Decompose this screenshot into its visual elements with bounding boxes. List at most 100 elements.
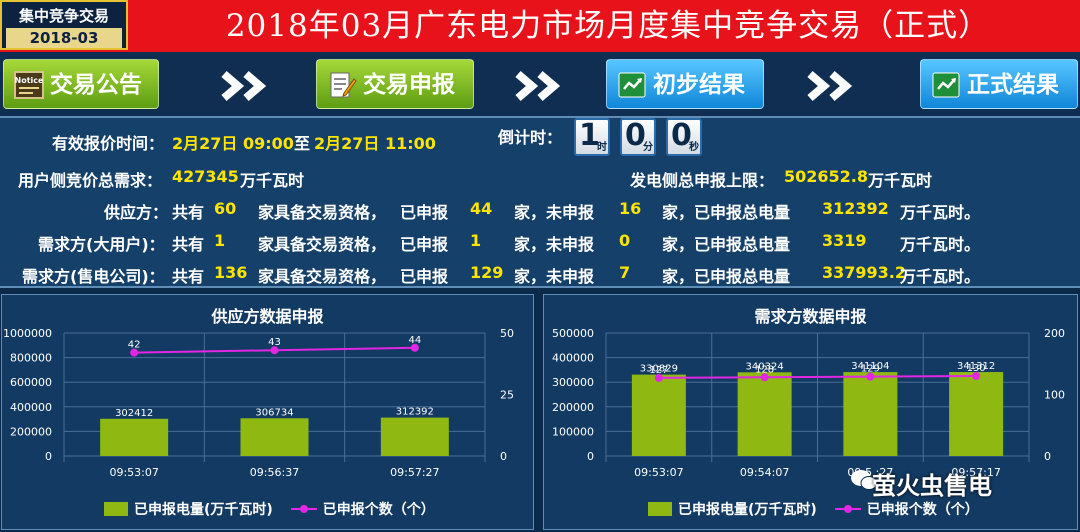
y-tick-label: 200000 <box>10 425 52 438</box>
y-tick-label: 500000 <box>552 327 594 340</box>
chevron-right-icon <box>807 70 853 102</box>
y-tick-label: 400000 <box>10 401 52 414</box>
legend-bar-label: 已申报电量(万千瓦时) <box>678 502 817 518</box>
x-tick-label: 09:57:17 <box>951 466 1000 479</box>
bar <box>949 372 1004 456</box>
line-point <box>410 343 419 352</box>
demand-chart-title: 需求方数据申报 <box>754 307 867 326</box>
excel-icon <box>618 72 646 98</box>
valid-time-label: 有效报价时间： <box>52 134 165 153</box>
svg-text:Notice: Notice <box>15 76 44 85</box>
row-sub-label: 已申报 <box>400 203 449 222</box>
line-value-label: 44 <box>408 335 421 346</box>
legend-line-swatch <box>834 505 861 513</box>
chevron-right-icon <box>515 70 561 102</box>
y-tick-label: 300000 <box>552 376 594 389</box>
header-bar: 集中竞争交易 2018-03 2018年03月广东电力市场月度集中竞争交易（正式… <box>0 0 1080 52</box>
line-value-label: 128 <box>755 364 774 375</box>
supplier-chart: 0 200000 400000 600000 800000 1000000 0 25 50 302… <box>3 327 514 479</box>
bar-value-label: 330829 <box>640 364 678 375</box>
y-tick-label: 800000 <box>10 352 52 365</box>
legend-bar-swatch <box>104 502 128 516</box>
row-amount: 3319 <box>822 231 867 250</box>
bar-value-label: 340324 <box>746 361 784 372</box>
row-not-submitted: 7 <box>619 263 631 282</box>
row-not-submitted: 0 <box>619 231 631 250</box>
row-submitted: 44 <box>470 199 493 218</box>
row-qual: 家具备交易资格， <box>258 203 387 222</box>
bar-value-label: 341312 <box>957 361 995 372</box>
row-total: 60 <box>214 199 237 218</box>
y-tick-label: 400000 <box>552 352 594 365</box>
badge-date: 2018-03 <box>6 28 122 48</box>
preliminary-result-button[interactable]: 初步结果 <box>606 59 764 109</box>
valid-time-end: 2月27日 11:00 <box>314 134 436 153</box>
bid-submit-label: 交易申报 <box>363 72 455 98</box>
chart-legend: 已申报电量(万千瓦时) 已申报个数（个） <box>104 499 435 519</box>
y2-tick-label: 0 <box>1044 450 1051 463</box>
line-value-label: 130 <box>967 363 986 374</box>
y2-tick-label: 200 <box>1044 327 1065 340</box>
bar-value-label: 341104 <box>851 361 889 372</box>
y-tick-label: 200000 <box>552 401 594 414</box>
final-result-label: 正式结果 <box>967 72 1059 98</box>
large-user-row-name: 需求方(大用户)： <box>38 235 165 254</box>
row-total: 136 <box>214 263 248 282</box>
announcement-button[interactable]: Notice 交易公告 <box>3 59 159 109</box>
page-title: 2018年03月广东电力市场月度集中竞争交易（正式） <box>225 8 991 44</box>
row-not-submitted: 16 <box>619 199 642 218</box>
line-point <box>866 372 875 381</box>
x-tick-label: 09:53:07 <box>634 466 683 479</box>
chart-legend: 已申报电量(万千瓦时) 已申报个数（个） <box>648 499 979 519</box>
line-point <box>972 372 981 381</box>
bar <box>843 372 898 456</box>
line-series <box>658 375 977 379</box>
y-tick-label: 600000 <box>10 376 52 389</box>
bar-value-label: 312392 <box>396 407 434 418</box>
row-total-label: 共有 <box>172 203 205 222</box>
announcement-label: 交易公告 <box>50 72 142 98</box>
row-submitted: 1 <box>470 231 482 250</box>
legend-line-label: 已申报个数（个） <box>866 502 979 518</box>
bid-submit-button[interactable]: 交易申报 <box>316 59 474 109</box>
x-tick-label: 09:54:07 <box>740 466 789 479</box>
y2-tick-label: 25 <box>500 389 514 402</box>
legend-bar-label: 已申报电量(万千瓦时) <box>134 502 273 518</box>
row-total-label: 共有 <box>172 235 205 254</box>
x-tick-label: 09:53:07 <box>109 466 158 479</box>
demand-total-unit: 万千瓦时 <box>240 171 305 190</box>
row-sub-label: 已申报 <box>400 235 449 254</box>
supplier-row-name: 供应方： <box>104 203 169 222</box>
y-tick-label: 0 <box>587 450 594 463</box>
watermark: 萤火虫售电 <box>872 472 992 500</box>
y2-tick-label: 0 <box>500 450 507 463</box>
gen-cap-label: 发电侧总申报上限： <box>630 171 775 190</box>
y2-tick-label: 100 <box>1044 389 1065 402</box>
row-not-label: 家，未申报 <box>514 267 595 286</box>
gen-cap-unit: 万千瓦时 <box>868 171 933 190</box>
y-tick-label: 1000000 <box>3 327 52 340</box>
valid-time-to: 至 <box>294 134 311 153</box>
row-unit: 万千瓦时。 <box>900 203 981 222</box>
y2-tick-label: 50 <box>500 327 514 340</box>
row-not-label: 家，未申报 <box>514 203 595 222</box>
bar <box>380 417 449 456</box>
demand-total-label: 用户侧竞价总需求： <box>18 171 163 190</box>
line-point <box>130 348 139 357</box>
y-tick-label: 0 <box>45 450 52 463</box>
gen-cap-value: 502652.8 <box>784 167 869 186</box>
row-amt-label: 家，已申报总电量 <box>662 235 791 254</box>
step-nav: Notice 交易公告 交易申报 初步结果 正式结果 <box>0 52 1080 116</box>
chevron-right-icon <box>221 70 267 102</box>
row-amount: 312392 <box>822 199 889 218</box>
legend-line-swatch <box>290 505 317 513</box>
line-point <box>760 373 769 382</box>
row-not-label: 家，未申报 <box>514 235 595 254</box>
badge-title: 集中竞争交易 <box>18 7 109 25</box>
preliminary-result-label: 初步结果 <box>653 72 745 98</box>
retailer-row-name: 需求方(售电公司)： <box>22 267 165 286</box>
final-result-button[interactable]: 正式结果 <box>920 59 1078 109</box>
bar <box>737 372 792 456</box>
y-tick-label: 100000 <box>552 425 594 438</box>
line-point <box>270 346 279 355</box>
